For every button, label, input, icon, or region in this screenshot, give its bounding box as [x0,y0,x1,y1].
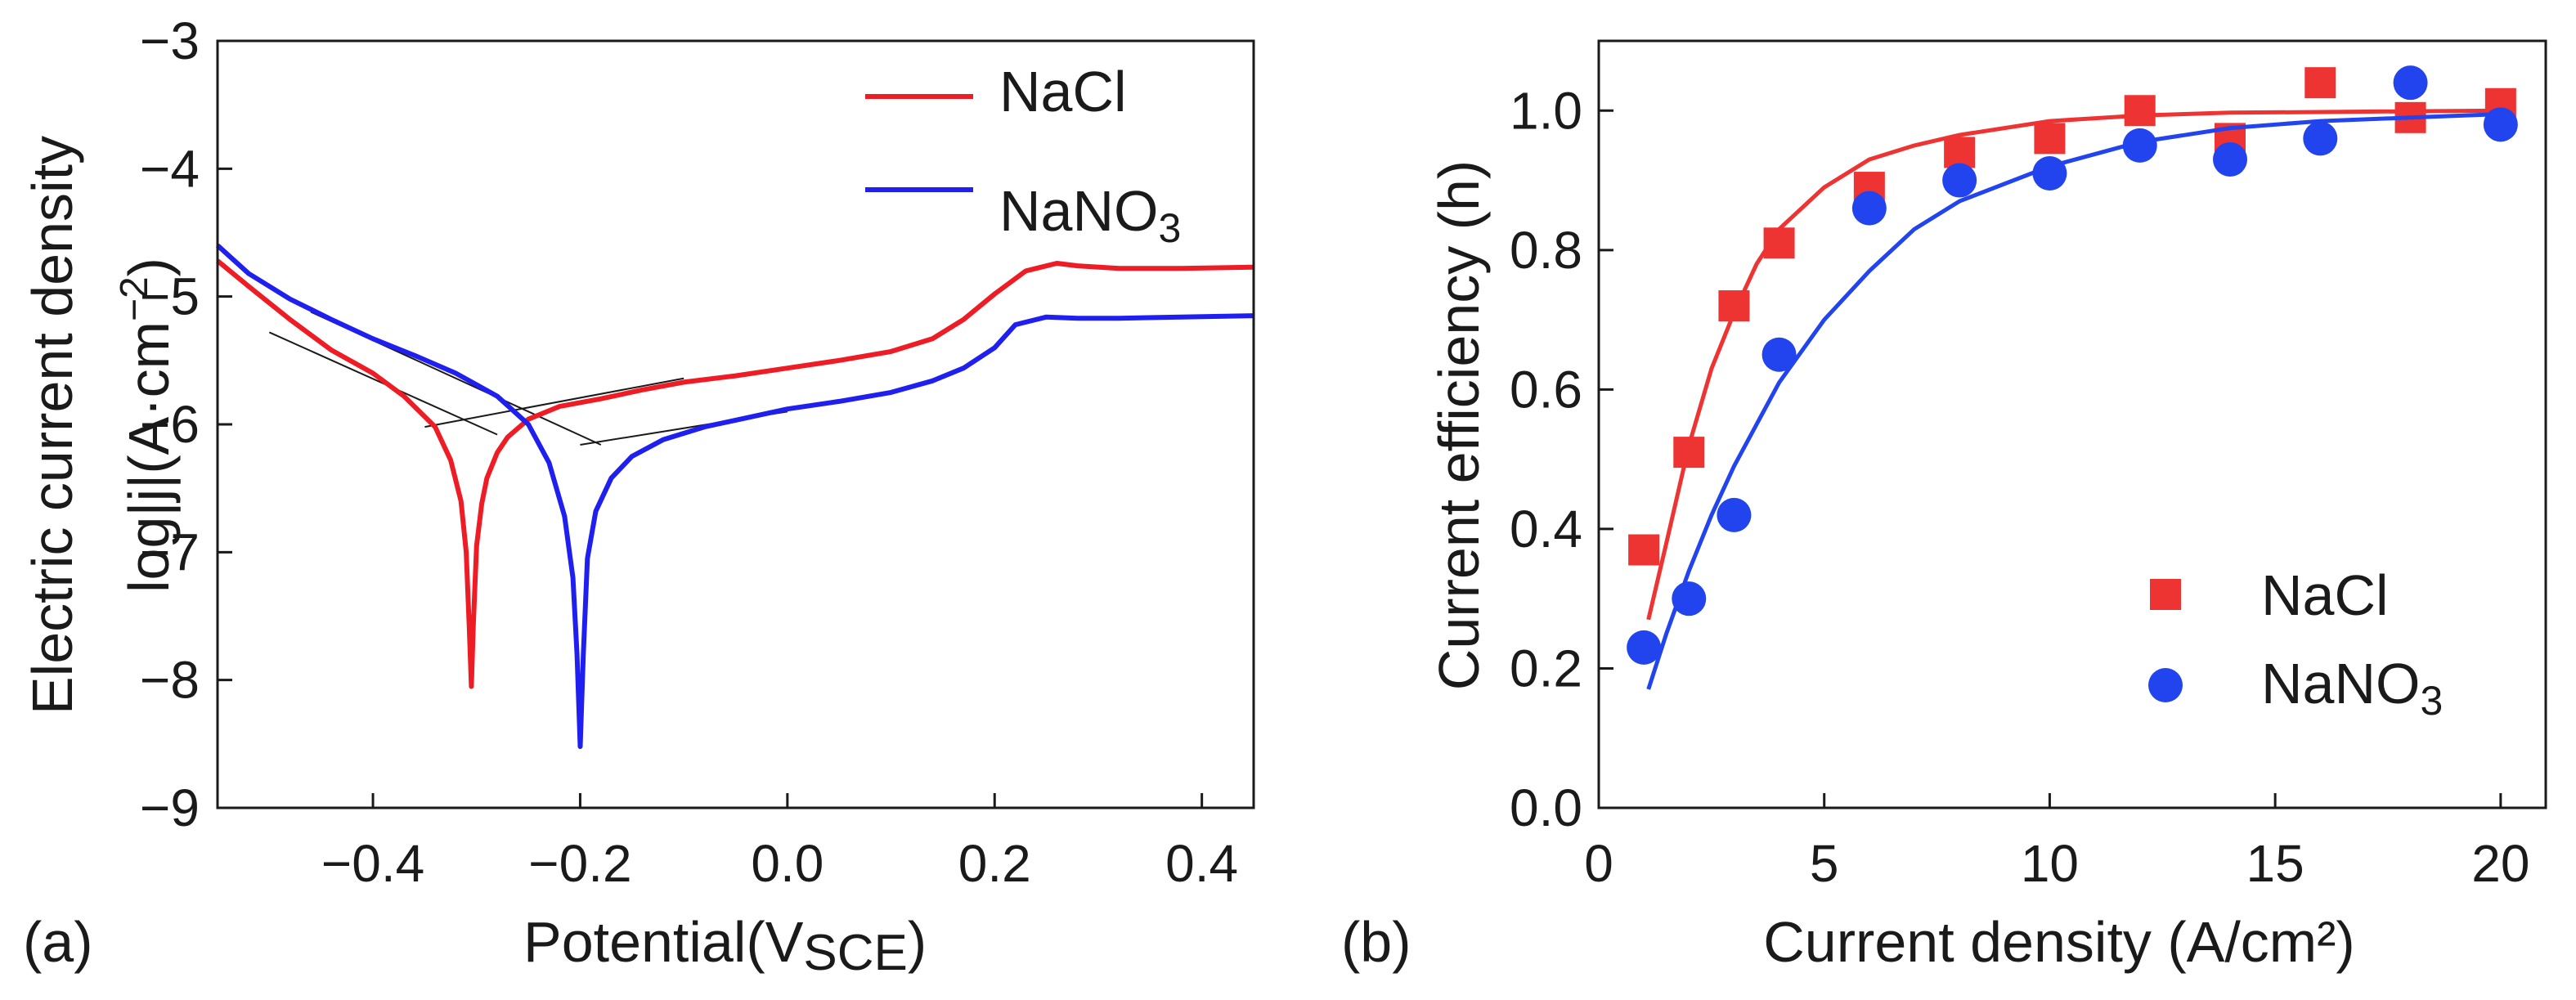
chart-a-x-tick-label-3: 0.2 [958,834,1031,893]
chart-a-y-tick-label-6: −3 [140,11,200,70]
chart-a-y-tick-label-2: −7 [140,522,200,581]
chart-a-y-tick-label-1: −8 [140,651,200,710]
chart-b-fit-line-nacl [1646,108,2501,621]
chart-a-x-axis-label-end: ) [908,910,927,974]
chart-a: −0.4 −0.2 0.0 0.2 0.4 −9 −8 −7 −6 −5 −4 −3 NaCl Na… [20,11,1255,981]
chart-b-x-tick-label-2: 10 [2021,834,2079,893]
chart-a-x-axis-label-sub: SCE [803,925,907,981]
chart-b-y-tick-label-2: 0.4 [1510,500,1582,558]
chart-a-x-axis-label-main: Potential(V [523,910,804,974]
chart-b-fit-line-nano3 [1646,112,2501,690]
chart-a-series-line-nacl [216,258,1254,689]
chart-a-legend: NaCl NaNO3 [865,60,1181,251]
chart-b-point-nano3-7 [2122,128,2157,163]
chart-b-point-nacl-6 [2034,123,2066,155]
chart-b-legend-swatch-nacl [2150,579,2181,610]
chart-b-point-nano3-9 [2303,121,2338,156]
chart-b-legend-label-nano3-main: NaNO [2261,652,2420,715]
chart-b-plot-frame [1597,39,2547,809]
chart-b-y-axis-label: Current efficiency (h) [1427,160,1491,690]
chart-b-point-nacl-0 [1628,534,1660,566]
chart-a-y-tick-label-3: −6 [140,395,200,454]
chart-b-panel-label: (b) [1341,910,1411,974]
chart-a-legend-label-nacl: NaCl [999,60,1127,123]
chart-b-point-nacl-9 [2304,67,2336,99]
chart-a-y-axis-label-line2-main: log|j|(A·cm [117,321,181,593]
chart-b-point-nano3-6 [2032,156,2067,191]
chart-b-point-nano3-10 [2393,65,2428,101]
chart-b-point-nacl-2 [1718,290,1750,322]
chart-b-point-nacl-5 [1944,137,1976,168]
chart-b-x-tick-label-3: 15 [2246,834,2304,893]
chart-a-panel-label: (a) [23,910,93,974]
chart-b-point-nacl-7 [2124,95,2156,127]
chart-b-y-tick-label-0: 0.0 [1510,778,1582,837]
chart-b-x-ticks: 0 5 10 15 20 [1584,793,2529,893]
chart-b-point-nano3-11 [2483,107,2518,142]
chart-b-legend-label-nano3-sub: 3 [2420,678,2443,724]
chart-b-y-tick-label-5: 1.0 [1510,81,1582,140]
chart-b-x-tick-label-1: 5 [1810,834,1839,893]
chart-a-x-ticks: −0.4 −0.2 0.0 0.2 0.4 [321,793,1238,893]
chart-b-point-nacl-3 [1763,227,1795,259]
chart-a-legend-label-nano3: NaNO3 [999,179,1181,251]
chart-a-y-axis-label-line2-end: ) [117,258,181,276]
chart-a-x-tick-label-2: 0.0 [751,834,824,893]
chart-a-legend-label-nano3-sub: 3 [1158,205,1181,251]
chart-a-legend-label-nano3-main: NaNO [999,179,1158,243]
chart-b-point-nano3-1 [1672,581,1707,617]
chart-a-y-axis-label-line2: log|j|(A·cm−2) [113,258,181,593]
chart-b-x-tick-label-0: 0 [1584,834,1613,893]
chart-b-y-tick-label-3: 0.6 [1510,360,1582,419]
chart-b-legend: NaCl NaNO3 [2148,563,2443,724]
chart-a-x-tick-label-1: −0.2 [528,834,631,893]
chart-b-legend-label-nano3: NaNO3 [2261,652,2443,724]
chart-a-series [215,243,1254,749]
chart-a-y-ticks: −9 −8 −7 −6 −5 −4 −3 [140,11,232,837]
chart-b-y-tick-label-4: 0.8 [1510,221,1582,280]
chart-b-x-axis-label: Current density (A/cm²) [1763,910,2354,974]
chart-a-y-axis-label-line2-sup: −2 [113,276,156,321]
chart-a-y-tick-label-4: −5 [140,267,200,326]
chart-b-point-nano3-3 [1761,337,1797,372]
chart-b-point-nacl-1 [1673,437,1705,469]
chart-a-plot-frame [216,39,1255,809]
chart-b-series [1627,65,2518,690]
chart-b-point-nano3-2 [1717,497,1752,532]
chart-b-y-ticks: 0.0 0.2 0.4 0.6 0.8 1.0 [1510,81,1613,837]
chart-b: 0 5 10 15 20 0.0 0.2 0.4 0.6 0.8 1.0 NaCl NaNO3 C… [1341,39,2547,974]
chart-b-point-nano3-5 [1942,163,1977,198]
chart-b-legend-label-nacl: NaCl [2261,563,2389,627]
chart-b-point-nano3-4 [1851,191,1887,226]
chart-b-legend-swatch-nano3 [2148,668,2183,702]
chart-b-point-nano3-8 [2213,141,2247,177]
chart-a-x-axis-label: Potential(VSCE) [523,910,927,981]
chart-a-x-tick-label-0: −0.4 [321,834,424,893]
chart-a-y-axis-label-line1: Electric current density [20,136,84,715]
chart-a-series-line-nano3 [215,243,1254,749]
chart-a-y-tick-label-0: −9 [140,778,200,837]
chart-a-x-tick-label-4: 0.4 [1165,834,1238,893]
chart-a-tafel-line-2 [424,377,684,428]
chart-b-y-tick-label-1: 0.2 [1510,639,1582,697]
chart-b-point-nano3-0 [1627,630,1662,665]
chart-a-y-tick-label-5: −4 [140,139,200,198]
chart-b-x-tick-label-4: 20 [2471,834,2529,893]
